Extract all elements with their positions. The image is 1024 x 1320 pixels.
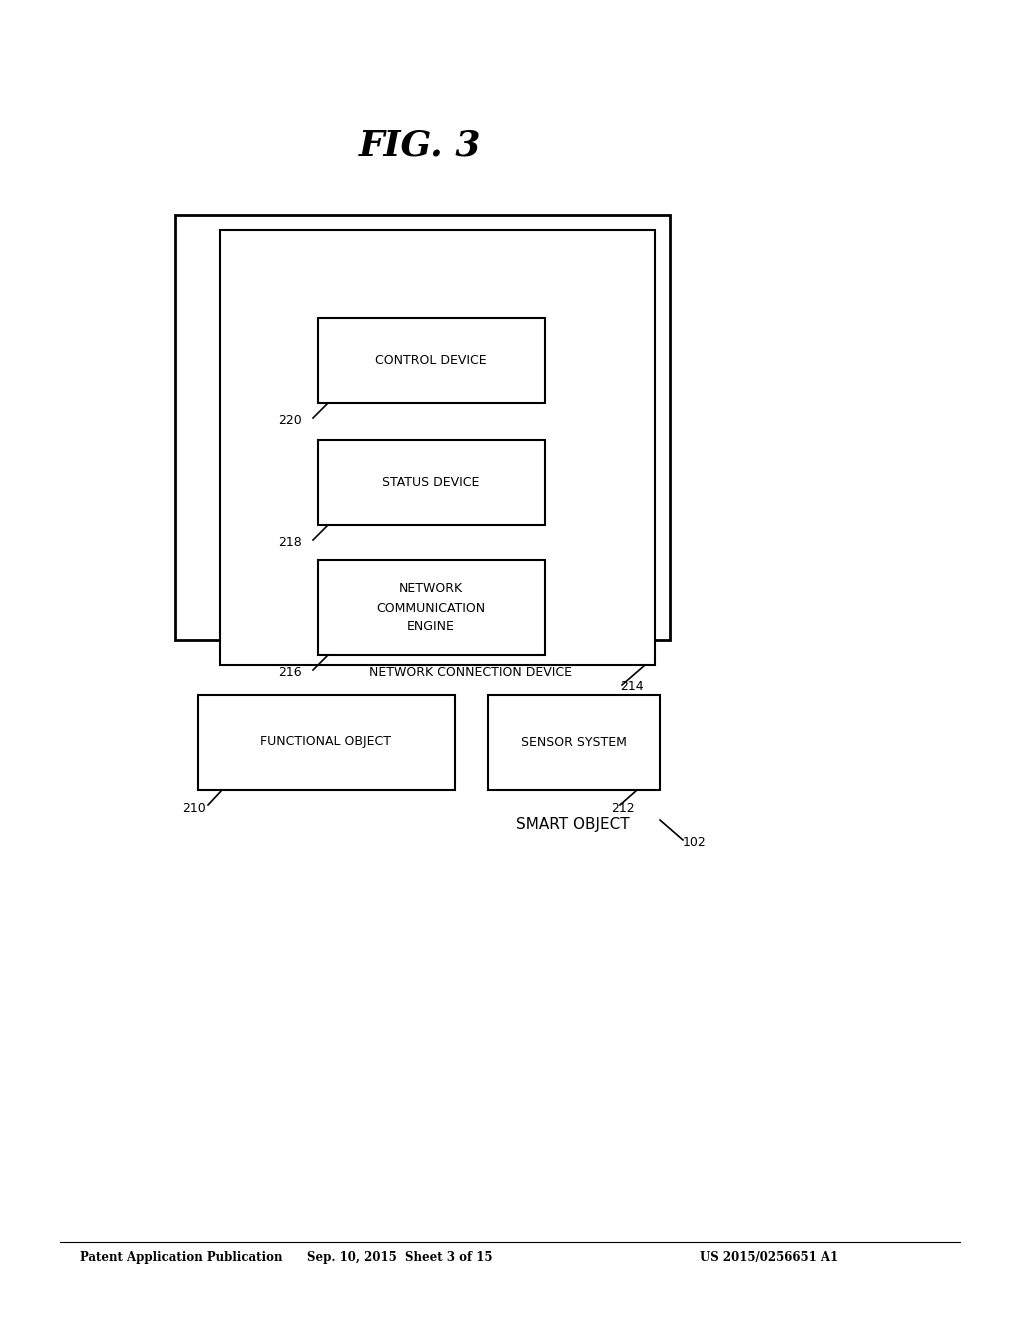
Text: 212: 212 <box>611 801 635 814</box>
Text: 214: 214 <box>620 681 644 693</box>
Text: FUNCTIONAL OBJECT: FUNCTIONAL OBJECT <box>260 735 391 748</box>
Text: 220: 220 <box>279 414 302 428</box>
Bar <box>318 440 545 525</box>
Text: 216: 216 <box>279 667 302 680</box>
Text: 210: 210 <box>182 801 206 814</box>
Text: CONTROL DEVICE: CONTROL DEVICE <box>375 354 486 367</box>
Bar <box>488 696 660 789</box>
Text: US 2015/0256651 A1: US 2015/0256651 A1 <box>700 1251 838 1265</box>
Text: STATUS DEVICE: STATUS DEVICE <box>382 475 479 488</box>
Text: Patent Application Publication: Patent Application Publication <box>80 1251 283 1265</box>
Bar <box>175 215 670 640</box>
Bar <box>318 318 545 403</box>
Text: Sep. 10, 2015  Sheet 3 of 15: Sep. 10, 2015 Sheet 3 of 15 <box>307 1251 493 1265</box>
Text: FIG. 3: FIG. 3 <box>358 128 481 162</box>
Text: NETWORK CONNECTION DEVICE: NETWORK CONNECTION DEVICE <box>369 667 572 680</box>
Bar <box>220 230 655 665</box>
Bar <box>198 696 455 789</box>
Text: 218: 218 <box>279 536 302 549</box>
Text: SENSOR SYSTEM: SENSOR SYSTEM <box>521 735 627 748</box>
Text: NETWORK
COMMUNICATION
ENGINE: NETWORK COMMUNICATION ENGINE <box>377 582 485 634</box>
Bar <box>318 560 545 655</box>
Text: SMART OBJECT: SMART OBJECT <box>516 817 630 833</box>
Text: 102: 102 <box>683 837 707 850</box>
